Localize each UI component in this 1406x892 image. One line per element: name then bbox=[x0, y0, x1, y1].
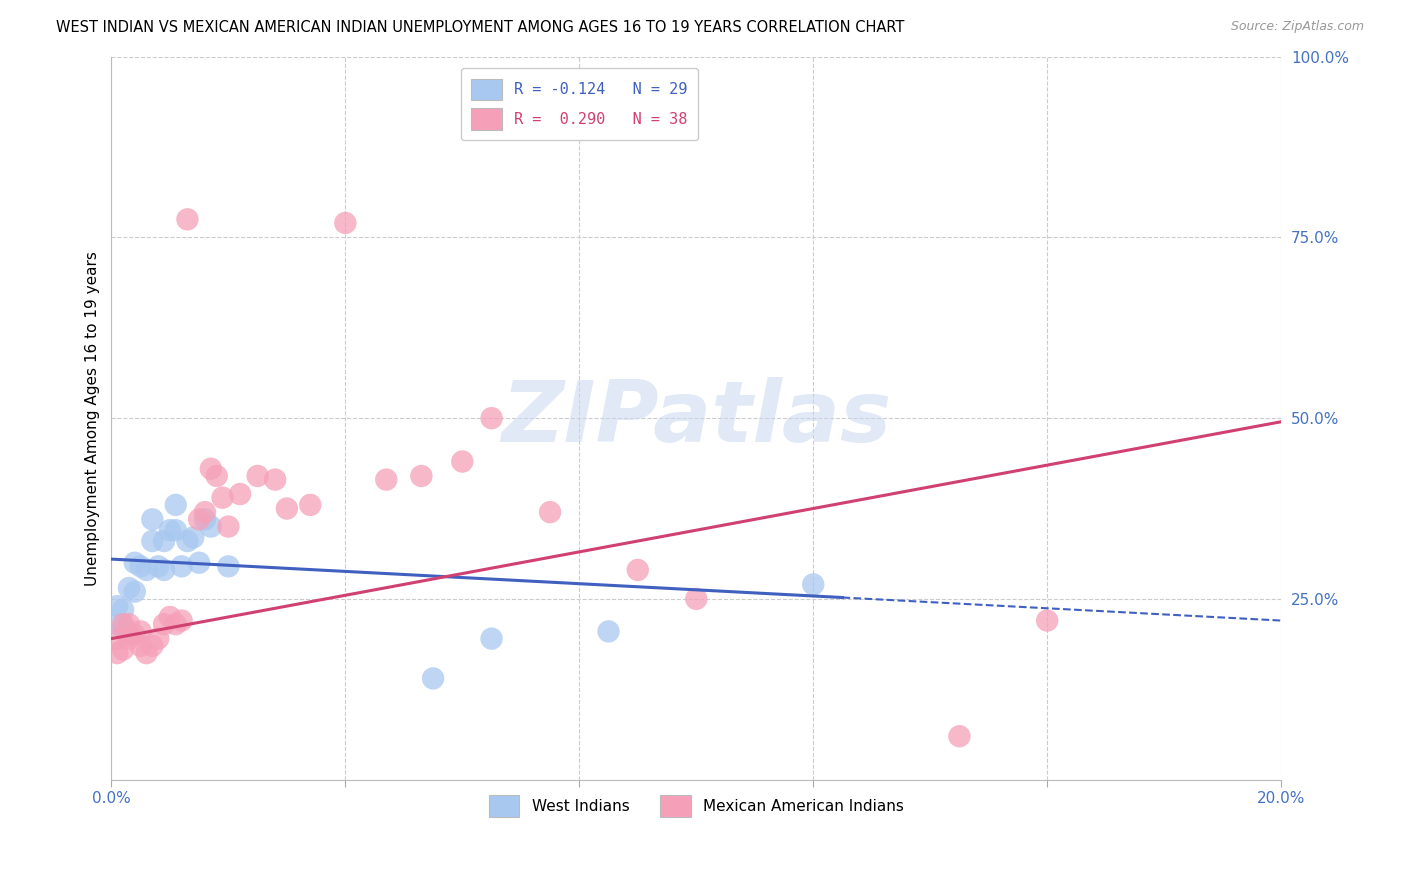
Point bbox=[165, 523, 187, 537]
Point bbox=[153, 534, 176, 549]
Point bbox=[135, 563, 157, 577]
Point bbox=[141, 512, 163, 526]
Point bbox=[165, 498, 187, 512]
Point bbox=[627, 563, 650, 577]
Text: Source: ZipAtlas.com: Source: ZipAtlas.com bbox=[1230, 20, 1364, 33]
Point bbox=[299, 498, 322, 512]
Point bbox=[141, 639, 163, 653]
Point bbox=[422, 672, 444, 686]
Point bbox=[129, 559, 152, 574]
Point bbox=[105, 599, 128, 613]
Point bbox=[335, 216, 357, 230]
Point bbox=[205, 469, 228, 483]
Point bbox=[159, 610, 181, 624]
Point bbox=[211, 491, 233, 505]
Point bbox=[229, 487, 252, 501]
Point bbox=[118, 617, 141, 632]
Point bbox=[176, 212, 198, 227]
Point bbox=[176, 534, 198, 549]
Point bbox=[165, 617, 187, 632]
Point bbox=[194, 505, 217, 519]
Point bbox=[375, 473, 398, 487]
Point bbox=[685, 591, 707, 606]
Point bbox=[801, 577, 824, 591]
Point bbox=[112, 603, 135, 617]
Point bbox=[159, 523, 181, 537]
Point bbox=[112, 617, 135, 632]
Point bbox=[124, 556, 146, 570]
Point bbox=[411, 469, 433, 483]
Point bbox=[105, 646, 128, 660]
Point bbox=[135, 646, 157, 660]
Point bbox=[105, 632, 128, 646]
Text: WEST INDIAN VS MEXICAN AMERICAN INDIAN UNEMPLOYMENT AMONG AGES 16 TO 19 YEARS CO: WEST INDIAN VS MEXICAN AMERICAN INDIAN U… bbox=[56, 20, 904, 35]
Point bbox=[112, 642, 135, 657]
Point bbox=[118, 632, 141, 646]
Point bbox=[153, 617, 176, 632]
Point bbox=[170, 559, 193, 574]
Point bbox=[481, 632, 503, 646]
Point bbox=[118, 628, 141, 642]
Point bbox=[170, 614, 193, 628]
Point bbox=[451, 454, 474, 468]
Point bbox=[217, 519, 239, 533]
Point bbox=[129, 639, 152, 653]
Point bbox=[598, 624, 620, 639]
Point bbox=[153, 563, 176, 577]
Y-axis label: Unemployment Among Ages 16 to 19 years: Unemployment Among Ages 16 to 19 years bbox=[86, 251, 100, 585]
Point bbox=[1036, 614, 1059, 628]
Point bbox=[148, 559, 170, 574]
Point bbox=[124, 584, 146, 599]
Point bbox=[112, 621, 135, 635]
Point bbox=[948, 729, 970, 743]
Point bbox=[105, 617, 128, 632]
Point bbox=[217, 559, 239, 574]
Point bbox=[194, 512, 217, 526]
Point bbox=[124, 628, 146, 642]
Point bbox=[246, 469, 269, 483]
Point bbox=[188, 512, 211, 526]
Text: ZIPatlas: ZIPatlas bbox=[501, 376, 891, 459]
Point bbox=[200, 519, 222, 533]
Point bbox=[129, 624, 152, 639]
Point bbox=[200, 462, 222, 476]
Legend: West Indians, Mexican American Indians: West Indians, Mexican American Indians bbox=[479, 786, 912, 826]
Point bbox=[148, 632, 170, 646]
Point bbox=[118, 581, 141, 595]
Point bbox=[181, 530, 204, 544]
Point bbox=[264, 473, 287, 487]
Point bbox=[538, 505, 561, 519]
Point bbox=[141, 534, 163, 549]
Point bbox=[481, 411, 503, 425]
Point bbox=[188, 556, 211, 570]
Point bbox=[276, 501, 298, 516]
